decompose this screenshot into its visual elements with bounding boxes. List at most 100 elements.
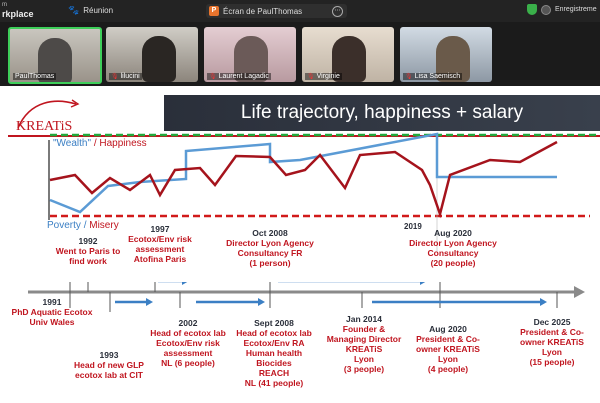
milestone-year: 1992 <box>78 236 98 246</box>
year-2019-label: 2019 <box>404 222 422 231</box>
participant-tile[interactable]: 🎙 Lisa Saemisch <box>400 27 492 82</box>
recording-label: Enregistreme <box>555 6 597 13</box>
milestone-1992: 1992 Went to Paris to find work <box>42 236 134 266</box>
milestone-line: Ecotox/Env risk <box>156 338 220 348</box>
participant-tile[interactable]: PaulThomas <box>8 27 102 84</box>
screen-share-tab[interactable]: P Écran de PaulThomas ⋯ <box>206 4 347 18</box>
milestone-1991: 1991 PhD Aquatic Ecotox Univ Wales <box>8 297 96 327</box>
screen-share-title: Écran de PaulThomas <box>223 6 303 16</box>
milestone-line: REACH <box>258 368 290 378</box>
participant-video <box>142 36 176 82</box>
milestone-line: assessment <box>135 244 185 254</box>
milestone-year: 2002 <box>178 318 198 328</box>
poverty-misery-legend: Poverty / Misery <box>47 220 119 231</box>
participant-tile[interactable]: 🎙 lilucini <box>106 27 198 82</box>
milestone-year: Dec 2025 <box>533 317 571 327</box>
kreatis-logo: KREATiS <box>16 99 80 134</box>
milestone-line: Managing Director <box>326 334 402 344</box>
participant-video <box>38 38 72 82</box>
participant-name-tag: 🎙 Laurent Lagadic <box>207 73 271 80</box>
milestone-dec-2025: Dec 2025 President & Co- owner KREATiS L… <box>506 317 598 367</box>
legend-poverty: Poverty <box>47 220 81 231</box>
milestone-jan-2014: Jan 2014 Founder & Managing Director KRE… <box>318 314 410 374</box>
mic-muted-icon: 🎙 <box>111 74 119 80</box>
milestone-line: Head of ecotox lab <box>236 328 312 338</box>
milestone-line: Univ Wales <box>29 317 75 327</box>
legend-wealth: "Wealth" <box>53 138 92 149</box>
milestone-line: KREATiS <box>345 344 383 354</box>
legend-slash-2: / <box>83 220 87 231</box>
milestone-line: Lyon <box>438 354 458 364</box>
period-arrows <box>115 282 547 306</box>
milestone-line: NL (41 people) <box>244 378 304 388</box>
participant-video <box>332 36 366 82</box>
participant-video <box>436 36 470 82</box>
meeting-label: Réunion <box>83 6 114 15</box>
shared-slide: KREATiS Life trajectory, happiness + sal… <box>0 86 600 403</box>
app-name-line1: m <box>2 2 7 8</box>
participant-tile[interactable]: 🎙 Virginie <box>302 27 394 82</box>
participant-tile[interactable]: 🎙 Laurent Lagadic <box>204 27 296 82</box>
milestone-line: Founder & <box>342 324 386 334</box>
milestone-line: Lyon <box>542 347 562 357</box>
milestone-line: Went to Paris to <box>55 246 121 256</box>
milestone-line: Director Lyon Agency <box>409 238 497 248</box>
milestone-year: Aug 2020 <box>434 228 472 238</box>
milestone-line: owner KREATiS <box>520 337 584 347</box>
participant-name-tag: PaulThomas <box>13 73 57 80</box>
milestone-year: 1993 <box>99 350 119 360</box>
participant-name-tag: 🎙 lilucini <box>109 73 142 80</box>
milestone-line: (20 people) <box>430 258 476 268</box>
happiness-series-line <box>49 140 558 219</box>
wealth-happiness-legend: "Wealth" / Happiness <box>53 138 147 149</box>
milestone-line: President & Co- <box>520 327 584 337</box>
milestone-line: (1 person) <box>249 258 291 268</box>
milestone-line: (4 people) <box>427 364 469 374</box>
milestone-line: Human health <box>245 348 303 358</box>
participant-name: PaulThomas <box>15 73 55 80</box>
milestone-line: owner KREATiS <box>416 344 480 354</box>
participant-name-tag: 🎙 Virginie <box>305 73 342 80</box>
milestone-line: PhD Aquatic Ecotox <box>11 307 93 317</box>
legend-slash: / <box>93 138 97 149</box>
milestone-line: Atofina Paris <box>133 254 187 264</box>
trajectory-chart <box>48 132 600 252</box>
milestone-year: Aug 2020 <box>429 324 467 334</box>
participant-name: lilucini <box>120 73 140 80</box>
timeline-ticks <box>69 282 558 312</box>
more-options-icon[interactable]: ⋯ <box>332 5 343 17</box>
milestone-line: Biocides <box>256 358 292 368</box>
presenter-avatar-icon: P <box>209 6 219 16</box>
milestone-line: Head of new GLP <box>74 360 144 370</box>
milestone-year: 1991 <box>42 297 62 307</box>
mic-muted-icon: 🎙 <box>405 74 413 80</box>
milestone-1997: 1997 Ecotox/Env risk assessment Atofina … <box>116 224 204 264</box>
milestone-line: President & Co- <box>416 334 480 344</box>
participant-name: Laurent Lagadic <box>218 73 269 80</box>
legend-happiness: Happiness <box>99 138 147 149</box>
participant-name-tag: 🎙 Lisa Saemisch <box>403 73 463 80</box>
milestone-year: Sept 2008 <box>254 318 294 328</box>
meeting-tab[interactable]: 🐾 Réunion <box>68 5 113 16</box>
milestone-sept-2008: Sept 2008 Head of ecotox lab Ecotox/Env … <box>228 318 320 388</box>
milestone-line: NL (6 people) <box>161 358 215 368</box>
milestone-line: ecotox lab at CIT <box>74 370 143 380</box>
milestone-year: 1997 <box>150 224 170 234</box>
milestone-aug-2020-agency: Aug 2020 Director Lyon Agency Consultanc… <box>398 228 508 268</box>
milestone-1993: 1993 Head of new GLP ecotox lab at CIT <box>64 350 154 380</box>
participant-video <box>234 36 268 82</box>
milestone-2002: 2002 Head of ecotox lab Ecotox/Env risk … <box>142 318 234 368</box>
paw-icon: 🐾 <box>68 5 80 15</box>
milestone-line: find work <box>69 256 107 266</box>
app-name-line2: rkplace <box>2 9 34 19</box>
timeline-arrowhead <box>574 286 585 298</box>
milestone-oct-2008: Oct 2008 Director Lyon Agency Consultanc… <box>216 228 324 268</box>
participant-name: Virginie <box>316 73 340 80</box>
window-titlebar: m rkplace 🐾 Réunion P Écran de PaulThoma… <box>0 0 600 22</box>
status-area: Enregistreme <box>527 4 597 15</box>
app-name: m rkplace <box>2 1 34 19</box>
milestone-line: Ecotox/Env RA <box>243 338 305 348</box>
record-icon[interactable] <box>541 4 551 15</box>
slide-title: Life trajectory, happiness + salary <box>164 95 600 131</box>
career-timeline <box>28 282 585 312</box>
